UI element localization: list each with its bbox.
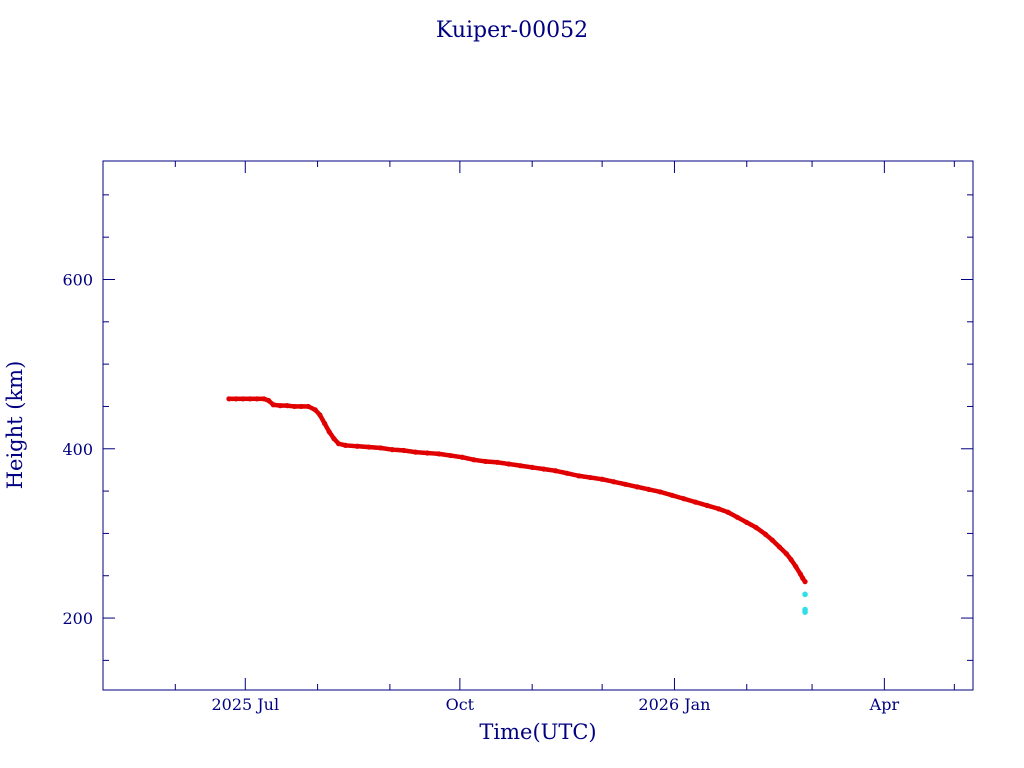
data-point [802,579,808,585]
chart-title: Kuiper-00052 [436,18,588,43]
x-tick-labels: 2025 Jul Oct 2026 Jan Apr [211,695,899,714]
x-tick-label: Apr [869,695,900,714]
x-axis-label: Time(UTC) [479,720,596,744]
final-data-point [802,591,808,598]
x-tick-label: 2025 Jul [211,695,279,714]
data-points [226,396,808,615]
y-axis-label: Height (km) [3,361,27,490]
y-tick-labels: 200 400 600 [62,270,93,628]
y-tick-label: 600 [62,270,93,289]
x-tick-label: 2026 Jan [638,695,710,714]
y-tick-label: 400 [62,440,93,459]
tick-marks [102,161,973,690]
y-tick-label: 200 [62,609,93,628]
plot-frame [102,160,974,691]
x-tick-label: Oct [446,695,475,714]
final-data-point [802,609,808,615]
